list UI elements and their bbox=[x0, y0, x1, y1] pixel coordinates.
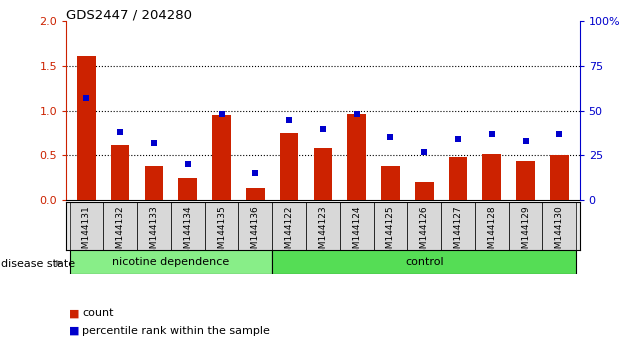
Bar bbox=[347, 114, 366, 200]
Bar bbox=[381, 166, 399, 200]
Text: GSM144127: GSM144127 bbox=[454, 206, 462, 260]
Point bbox=[81, 95, 91, 101]
FancyBboxPatch shape bbox=[69, 250, 272, 274]
Text: GSM144128: GSM144128 bbox=[487, 206, 496, 260]
Text: GDS2447 / 204280: GDS2447 / 204280 bbox=[66, 9, 192, 22]
Text: GSM144131: GSM144131 bbox=[82, 206, 91, 260]
Text: GSM144134: GSM144134 bbox=[183, 206, 192, 260]
Bar bbox=[516, 161, 535, 200]
Point bbox=[318, 126, 328, 131]
Text: GSM144129: GSM144129 bbox=[521, 206, 530, 260]
FancyBboxPatch shape bbox=[272, 202, 306, 250]
FancyBboxPatch shape bbox=[508, 202, 542, 250]
Point bbox=[217, 112, 227, 117]
Text: GSM144122: GSM144122 bbox=[285, 206, 294, 260]
Text: GSM144130: GSM144130 bbox=[555, 206, 564, 260]
Point bbox=[453, 136, 463, 142]
Bar bbox=[449, 157, 467, 200]
Bar bbox=[314, 148, 332, 200]
FancyBboxPatch shape bbox=[475, 202, 508, 250]
Point bbox=[149, 140, 159, 145]
Point bbox=[250, 170, 260, 176]
FancyBboxPatch shape bbox=[205, 202, 238, 250]
Text: ■: ■ bbox=[69, 326, 80, 336]
FancyBboxPatch shape bbox=[441, 202, 475, 250]
FancyBboxPatch shape bbox=[238, 202, 272, 250]
Bar bbox=[178, 178, 197, 200]
Text: GSM144135: GSM144135 bbox=[217, 206, 226, 260]
Text: GSM144132: GSM144132 bbox=[116, 206, 125, 260]
FancyBboxPatch shape bbox=[171, 202, 205, 250]
Bar bbox=[246, 188, 265, 200]
Text: GSM144136: GSM144136 bbox=[251, 206, 260, 260]
Bar bbox=[550, 155, 569, 200]
Text: disease state: disease state bbox=[1, 259, 76, 269]
FancyBboxPatch shape bbox=[408, 202, 441, 250]
Point bbox=[520, 138, 530, 144]
FancyBboxPatch shape bbox=[69, 202, 103, 250]
Text: count: count bbox=[82, 308, 113, 318]
Point bbox=[419, 149, 429, 155]
Bar bbox=[483, 154, 501, 200]
FancyBboxPatch shape bbox=[340, 202, 374, 250]
Bar bbox=[415, 182, 433, 200]
Text: GSM144123: GSM144123 bbox=[318, 206, 328, 260]
Point bbox=[115, 129, 125, 135]
Text: GSM144124: GSM144124 bbox=[352, 206, 361, 260]
Point bbox=[386, 135, 396, 140]
FancyBboxPatch shape bbox=[542, 202, 576, 250]
FancyBboxPatch shape bbox=[374, 202, 408, 250]
Bar bbox=[77, 56, 96, 200]
Text: GSM144126: GSM144126 bbox=[420, 206, 428, 260]
Point bbox=[284, 117, 294, 122]
Point bbox=[183, 161, 193, 167]
Text: percentile rank within the sample: percentile rank within the sample bbox=[82, 326, 270, 336]
Point bbox=[487, 131, 497, 137]
Bar bbox=[111, 144, 130, 200]
FancyBboxPatch shape bbox=[272, 250, 576, 274]
Point bbox=[554, 131, 564, 137]
Text: nicotine dependence: nicotine dependence bbox=[112, 257, 229, 267]
FancyBboxPatch shape bbox=[137, 202, 171, 250]
Bar bbox=[145, 166, 163, 200]
Point bbox=[352, 112, 362, 117]
Bar bbox=[280, 133, 299, 200]
Text: ■: ■ bbox=[69, 308, 80, 318]
FancyBboxPatch shape bbox=[306, 202, 340, 250]
Bar bbox=[212, 115, 231, 200]
Text: GSM144125: GSM144125 bbox=[386, 206, 395, 260]
Text: control: control bbox=[405, 257, 444, 267]
Text: GSM144133: GSM144133 bbox=[149, 206, 159, 260]
FancyBboxPatch shape bbox=[103, 202, 137, 250]
